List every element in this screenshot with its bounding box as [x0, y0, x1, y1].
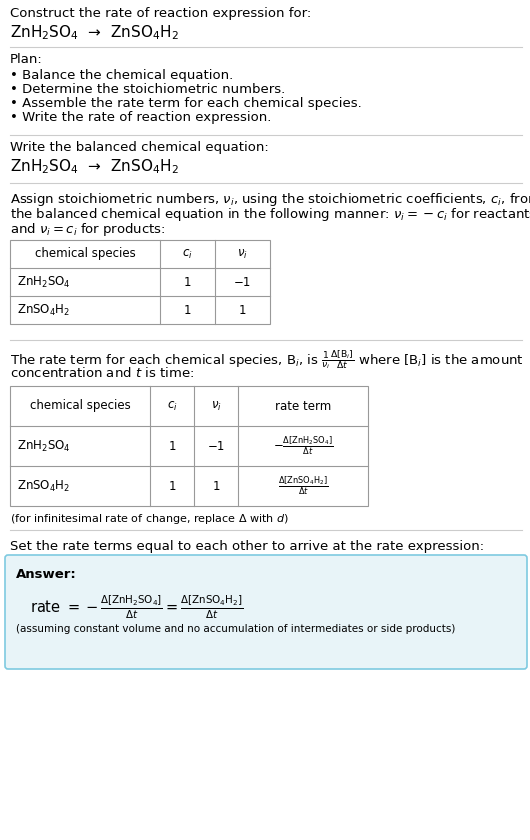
FancyBboxPatch shape	[5, 555, 527, 669]
Text: $\frac{\Delta[\mathrm{ZnSO_4H_2}]}{\Delta t}$: $\frac{\Delta[\mathrm{ZnSO_4H_2}]}{\Delt…	[278, 475, 329, 497]
Text: Write the balanced chemical equation:: Write the balanced chemical equation:	[10, 141, 269, 154]
Bar	[10, 240, 270, 324]
Text: $\nu_i$: $\nu_i$	[237, 248, 248, 260]
Text: 1: 1	[212, 480, 220, 492]
Text: The rate term for each chemical species, B$_i$, is $\frac{1}{\nu_i}\frac{\Delta[: The rate term for each chemical species,…	[10, 348, 524, 371]
Text: rate $= -\frac{\Delta[\mathrm{ZnH_2SO_4}]}{\Delta t} = \frac{\Delta[\mathrm{ZnSO: rate $= -\frac{\Delta[\mathrm{ZnH_2SO_4}…	[30, 594, 243, 622]
Text: Plan:: Plan:	[10, 53, 43, 66]
Text: $c_i$: $c_i$	[182, 248, 193, 260]
Text: • Write the rate of reaction expression.: • Write the rate of reaction expression.	[10, 111, 271, 124]
Text: • Determine the stoichiometric numbers.: • Determine the stoichiometric numbers.	[10, 83, 285, 96]
Text: 1: 1	[184, 276, 191, 288]
Text: Set the rate terms equal to each other to arrive at the rate expression:: Set the rate terms equal to each other t…	[10, 540, 484, 553]
Text: $c_i$: $c_i$	[166, 400, 178, 412]
Text: (for infinitesimal rate of change, replace Δ with $d$): (for infinitesimal rate of change, repla…	[10, 512, 289, 526]
Text: concentration and $t$ is time:: concentration and $t$ is time:	[10, 366, 194, 380]
Text: −1: −1	[234, 276, 251, 288]
Text: 1: 1	[184, 303, 191, 317]
Text: • Assemble the rate term for each chemical species.: • Assemble the rate term for each chemic…	[10, 97, 362, 110]
Bar	[10, 386, 368, 506]
Text: −1: −1	[207, 439, 225, 453]
Text: 1: 1	[168, 480, 176, 492]
Text: Construct the rate of reaction expression for:: Construct the rate of reaction expressio…	[10, 7, 311, 20]
Text: ZnH$_2$SO$_4$: ZnH$_2$SO$_4$	[17, 275, 70, 290]
Text: ZnSO$_4$H$_2$: ZnSO$_4$H$_2$	[17, 302, 70, 318]
Text: chemical species: chemical species	[34, 248, 135, 260]
Text: rate term: rate term	[275, 400, 331, 412]
Text: $\nu_i$: $\nu_i$	[210, 400, 222, 412]
Text: Answer:: Answer:	[16, 568, 77, 581]
Text: ZnH$_2$SO$_4$  →  ZnSO$_4$H$_2$: ZnH$_2$SO$_4$ → ZnSO$_4$H$_2$	[10, 157, 179, 176]
Text: the balanced chemical equation in the following manner: $\nu_i = -c_i$ for react: the balanced chemical equation in the fo…	[10, 206, 530, 223]
Text: (assuming constant volume and no accumulation of intermediates or side products): (assuming constant volume and no accumul…	[16, 624, 455, 634]
Bar	[10, 240, 270, 324]
Text: Assign stoichiometric numbers, $\nu_i$, using the stoichiometric coefficients, $: Assign stoichiometric numbers, $\nu_i$, …	[10, 191, 530, 208]
Text: ZnH$_2$SO$_4$  →  ZnSO$_4$H$_2$: ZnH$_2$SO$_4$ → ZnSO$_4$H$_2$	[10, 23, 179, 42]
Text: and $\nu_i = c_i$ for products:: and $\nu_i = c_i$ for products:	[10, 221, 165, 238]
Text: ZnSO$_4$H$_2$: ZnSO$_4$H$_2$	[17, 479, 70, 494]
Text: ZnH$_2$SO$_4$: ZnH$_2$SO$_4$	[17, 438, 70, 454]
Text: chemical species: chemical species	[30, 400, 130, 412]
Bar	[10, 386, 368, 506]
Text: • Balance the chemical equation.: • Balance the chemical equation.	[10, 69, 233, 82]
Text: 1: 1	[238, 303, 246, 317]
Text: $-\frac{\Delta[\mathrm{ZnH_2SO_4}]}{\Delta t}$: $-\frac{\Delta[\mathrm{ZnH_2SO_4}]}{\Del…	[273, 435, 333, 457]
Text: 1: 1	[168, 439, 176, 453]
